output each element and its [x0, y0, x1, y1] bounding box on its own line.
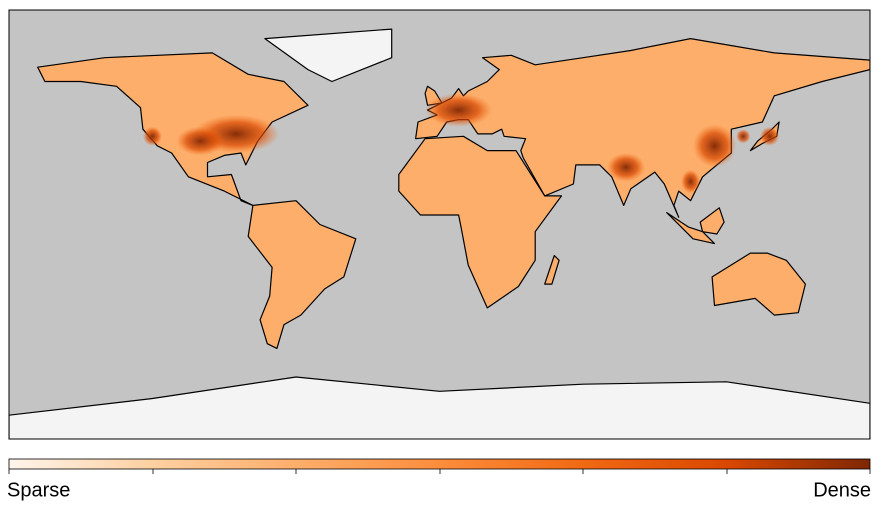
north-america: [37, 52, 309, 206]
colorbar-high-label: Dense: [813, 479, 871, 501]
australia: [711, 252, 807, 316]
density-hotspot: [736, 129, 751, 144]
madagascar: [544, 254, 560, 285]
colorbar-low-label: Sparse: [7, 479, 70, 501]
density-hotspot: [681, 169, 701, 194]
density-hotspot: [142, 126, 163, 146]
africa: [398, 135, 563, 309]
density-hotspot: [176, 126, 225, 156]
density-hotspot: [606, 152, 646, 182]
land-layer: [9, 28, 870, 439]
map-frame: [8, 9, 871, 440]
density-hotspot: [692, 124, 737, 168]
south-america: [247, 200, 357, 349]
density-hotspot: [425, 93, 493, 127]
density-hotspot: [759, 126, 780, 146]
borneo: [699, 207, 725, 235]
colorbar-ticks: [8, 469, 871, 474]
indonesia: [666, 212, 716, 245]
antarctica: [9, 376, 870, 439]
greenland: [264, 28, 393, 83]
colorbar: [8, 458, 871, 470]
